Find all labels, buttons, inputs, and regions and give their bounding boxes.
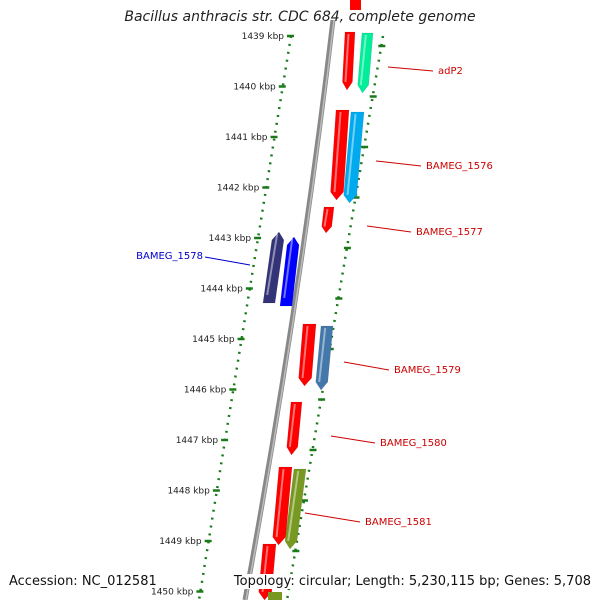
backbone-line (242, 19, 336, 600)
gene-leader-line (375, 160, 422, 167)
cds-feature-3-shine (323, 208, 329, 227)
cds-feature-top (350, 0, 361, 10)
tick-label: 1448 kbp (167, 487, 210, 497)
gene-label: adP2 (438, 66, 463, 77)
cds-feature-1-shine (344, 33, 350, 83)
gene-feature-2 (343, 111, 365, 204)
gene-feature-5-shine (318, 327, 327, 383)
topology-text: Topology: circular; Length: 5,230,115 bp… (233, 574, 591, 589)
tick-label: 1445 kbp (192, 335, 235, 345)
backbone-highlight (245, 19, 335, 600)
gene-label: BAMEG_1581 (365, 517, 432, 528)
tick-label: 1450 kbp (151, 588, 194, 598)
tick-label: 1443 kbp (209, 234, 252, 244)
tick-label: 1440 kbp (233, 83, 276, 93)
cds-feature-4 (298, 323, 317, 387)
cds-feature-5-shine (288, 403, 296, 448)
tick-label: 1442 kbp (217, 184, 260, 194)
cds-feature-2 (330, 109, 350, 201)
cds-feature-6-shine (275, 468, 285, 538)
tick-label: 1444 kbp (200, 285, 243, 295)
gene-label: BAMEG_1577 (416, 227, 483, 238)
outer-dotted-track (285, 35, 385, 600)
gene-feature-2-shine (346, 113, 357, 196)
accession-text: Accession: NC_012581 (9, 574, 157, 589)
gene-feature-7 (284, 468, 307, 550)
tick-label: 1447 kbp (176, 436, 219, 446)
cds-feature-3 (321, 206, 335, 234)
gene-label: BAMEG_1580 (380, 438, 447, 449)
gene-leader-line (204, 256, 251, 266)
cds-feature-1 (342, 31, 356, 91)
cds-feature-forward-shine (283, 238, 294, 299)
cds-feature-4-shine (301, 325, 309, 379)
cds-feature-forward (279, 236, 300, 307)
gene-feature-1-shine (359, 34, 367, 86)
cds-feature-6 (272, 466, 293, 546)
gene-leader-line (304, 512, 361, 523)
tick-label: 1439 kbp (242, 32, 285, 42)
tick-label: 1449 kbp (159, 537, 202, 547)
gene-leader-line (387, 66, 434, 72)
genome-title: Bacillus anthracis str. CDC 684, complet… (124, 9, 476, 25)
gene-label: BAMEG_1578 (136, 251, 203, 262)
gene-feature-5 (315, 325, 334, 391)
tick-label: 1446 kbp (184, 386, 227, 396)
cds-feature-5 (286, 401, 303, 456)
gene-leader-line (343, 361, 390, 371)
gene-leader-line (366, 225, 412, 233)
tick-label: 1441 kbp (225, 133, 268, 143)
gene-label: BAMEG_1576 (426, 161, 493, 172)
gene-feature-4-shine (266, 233, 279, 296)
gene-feature-4 (262, 231, 285, 304)
gene-feature-1 (357, 32, 374, 94)
gene-leader-line (330, 435, 376, 444)
gene-feature-7-shine (287, 470, 300, 542)
cds-feature-2-shine (333, 111, 342, 193)
gene-label: BAMEG_1579 (394, 365, 461, 376)
gene-feature-bottom (268, 592, 282, 600)
